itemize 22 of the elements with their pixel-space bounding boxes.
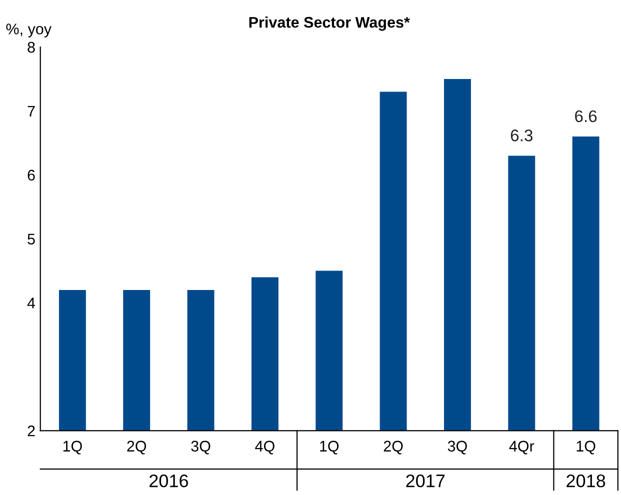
x-tick-label: 3Q (191, 440, 210, 454)
chart-title: Private Sector Wages* (249, 16, 410, 31)
x-tick-label: 4Qr (509, 440, 534, 454)
text: 2018 (566, 474, 606, 488)
x-tick-label: 3Q (448, 440, 467, 454)
y-axis-title: %, yoy (6, 24, 52, 38)
x-tick-label: 1Q (320, 440, 339, 454)
data-label: 6.3 (510, 130, 532, 142)
text: 2017 (406, 474, 445, 488)
y-tick-label: 5 (28, 234, 35, 245)
data-label: 6.6 (575, 110, 597, 122)
y-tick-label: 8 (28, 42, 35, 53)
text: 2016 (150, 474, 188, 488)
x-tick-label: 1Q (576, 440, 596, 454)
y-tick-label: 7 (28, 106, 35, 116)
y-tick-label: 6 (28, 170, 35, 181)
x-tick-label: 1Q (63, 440, 82, 454)
x-tick-label: 2Q (127, 440, 146, 454)
x-tick-label: 2Q (384, 440, 403, 454)
x-tick-label: 4Q (255, 440, 274, 454)
y-tick-label: 2 (28, 426, 35, 436)
y-tick-label: 4 (27, 298, 36, 308)
